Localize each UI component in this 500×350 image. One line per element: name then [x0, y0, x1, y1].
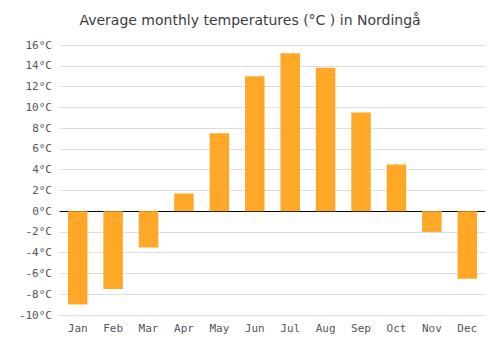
- svg-text:14°C: 14°C: [26, 59, 53, 72]
- svg-text:-2°C: -2°C: [26, 225, 53, 238]
- svg-text:Average monthly temperatures (: Average monthly temperatures (°C ) in No…: [79, 12, 420, 28]
- svg-text:Aug: Aug: [316, 322, 336, 335]
- svg-text:-8°C: -8°C: [26, 288, 53, 301]
- svg-text:Jun: Jun: [245, 322, 265, 335]
- svg-text:Feb: Feb: [103, 322, 123, 335]
- svg-text:Jan: Jan: [68, 322, 88, 335]
- svg-text:May: May: [209, 322, 229, 335]
- svg-text:16°C: 16°C: [26, 39, 53, 52]
- svg-text:Nov: Nov: [422, 322, 442, 335]
- svg-text:-4°C: -4°C: [26, 246, 53, 259]
- svg-text:Mar: Mar: [139, 322, 159, 335]
- svg-text:10°C: 10°C: [26, 101, 53, 114]
- svg-text:-6°C: -6°C: [26, 267, 53, 280]
- svg-text:12°C: 12°C: [26, 80, 53, 93]
- svg-text:Dec: Dec: [457, 322, 477, 335]
- svg-text:2°C: 2°C: [32, 184, 52, 197]
- svg-text:Oct: Oct: [387, 322, 407, 335]
- svg-text:8°C: 8°C: [32, 122, 52, 135]
- svg-text:6°C: 6°C: [32, 142, 52, 155]
- svg-text:Apr: Apr: [174, 322, 194, 335]
- svg-text:Jul: Jul: [280, 322, 300, 335]
- svg-text:0°C: 0°C: [32, 205, 52, 218]
- svg-text:Sep: Sep: [351, 322, 371, 335]
- svg-text:4°C: 4°C: [32, 163, 52, 176]
- svg-text:-10°C: -10°C: [19, 309, 52, 322]
